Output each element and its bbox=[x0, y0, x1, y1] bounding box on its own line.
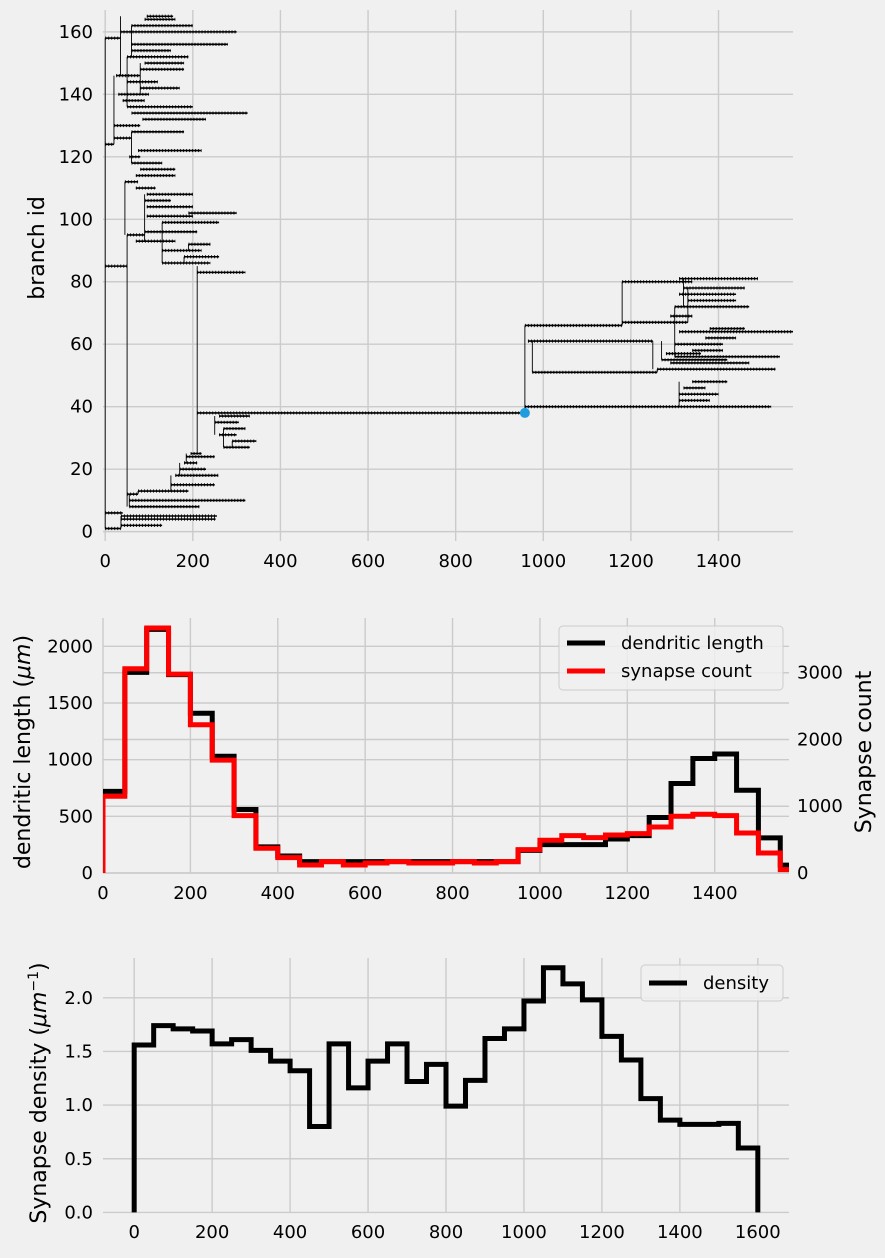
count-y-tick-label: 2000 bbox=[797, 729, 843, 750]
length-count-series bbox=[103, 625, 789, 873]
length-count-legend: dendritic length synapse count bbox=[558, 625, 784, 691]
synapse-density-label-exp: −1 bbox=[26, 971, 42, 992]
density-x-tick-label: 1000 bbox=[501, 1222, 547, 1243]
density-x-tick-label: 1400 bbox=[657, 1222, 703, 1243]
synapse-density-y-axis-label: Synapse density (μm−1) bbox=[26, 962, 52, 1223]
dendrogram-y-tick-label: 0 bbox=[82, 522, 93, 543]
density-y-tick-label: 2.0 bbox=[64, 988, 93, 1009]
synapse-count-step-line bbox=[103, 625, 789, 873]
length-count-right-y-ticks: 0 1000 2000 3000 bbox=[797, 663, 843, 884]
length-y-tick-label: 1000 bbox=[47, 750, 93, 771]
legend-label-dendritic-length: dendritic length bbox=[621, 633, 764, 654]
length-count-x-tick-label: 400 bbox=[261, 883, 295, 904]
count-y-tick-label: 0 bbox=[797, 863, 808, 884]
dendrogram-x-tick-label: 1200 bbox=[608, 551, 654, 572]
density-x-tick-label: 800 bbox=[429, 1222, 463, 1243]
dendrogram-marker bbox=[519, 407, 530, 418]
length-count-y-ticks: 0 500 1000 1500 2000 bbox=[47, 636, 93, 884]
density-x-tick-label: 200 bbox=[195, 1222, 229, 1243]
density-y-tick-label: 1.0 bbox=[64, 1095, 93, 1116]
length-count-x-tick-label: 600 bbox=[348, 883, 382, 904]
dendritic-length-label-unit: μm bbox=[11, 644, 36, 680]
density-x-tick-label: 400 bbox=[273, 1222, 307, 1243]
density-x-tick-label: 600 bbox=[351, 1222, 385, 1243]
dendrogram-y-axis-label: branch id bbox=[25, 196, 50, 300]
dendrogram-y-tick-label: 160 bbox=[59, 22, 93, 43]
length-count-x-ticks: 0 200 400 600 800 1000 1200 1400 bbox=[97, 883, 737, 904]
dendritic-length-label-main: dendritic length ( bbox=[11, 679, 36, 869]
synapse-density-label-close: ) bbox=[27, 962, 52, 971]
dendrogram-x-tick-label: 1400 bbox=[696, 551, 742, 572]
length-y-tick-label: 500 bbox=[59, 806, 93, 827]
density-y-tick-label: 1.5 bbox=[64, 1041, 93, 1062]
dendrogram-panel: 0 200 400 600 800 1000 1200 1400 0 20 40 60 80 100 12… bbox=[25, 10, 793, 572]
dendrogram-x-tick-label: 1000 bbox=[520, 551, 566, 572]
dendrogram-y-tick-label: 20 bbox=[70, 459, 93, 480]
dendrogram-root-marker bbox=[519, 407, 530, 418]
density-panel: 0 200 400 600 800 1000 1200 1400 1600 0.0 0.5 1.0 1… bbox=[26, 958, 789, 1243]
length-count-x-tick-label: 1000 bbox=[517, 883, 563, 904]
length-count-x-tick-label: 1400 bbox=[692, 883, 738, 904]
density-legend-box bbox=[640, 964, 784, 1002]
density-x-tick-label: 0 bbox=[128, 1222, 139, 1243]
length-y-tick-label: 2000 bbox=[47, 636, 93, 657]
length-count-legend-box bbox=[558, 625, 784, 691]
density-x-ticks: 0 200 400 600 800 1000 1200 1400 1600 bbox=[128, 1222, 780, 1243]
synapse-count-y-axis-label: Synapse count bbox=[852, 670, 877, 833]
density-x-tick-label: 1600 bbox=[735, 1222, 781, 1243]
length-y-tick-label: 0 bbox=[82, 863, 93, 884]
dendrogram-y-tick-label: 120 bbox=[59, 147, 93, 168]
dendrogram-y-tick-label: 40 bbox=[70, 397, 93, 418]
density-y-tick-label: 0.0 bbox=[64, 1202, 93, 1223]
dendrogram-y-ticks: 0 20 40 60 80 100 120 140 160 bbox=[59, 22, 93, 543]
dendrogram-y-tick-label: 140 bbox=[59, 84, 93, 105]
density-legend: density bbox=[640, 964, 784, 1002]
density-y-tick-label: 0.5 bbox=[64, 1149, 93, 1170]
dendrogram-branches bbox=[104, 14, 793, 531]
synapse-density-label-main: Synapse density ( bbox=[27, 1027, 52, 1224]
density-x-tick-label: 1200 bbox=[579, 1222, 625, 1243]
legend-label-synapse-count: synapse count bbox=[621, 661, 752, 682]
density-step-line bbox=[131, 965, 761, 1213]
length-count-x-tick-label: 800 bbox=[435, 883, 469, 904]
length-y-tick-label: 1500 bbox=[47, 693, 93, 714]
dendrogram-x-tick-label: 200 bbox=[176, 551, 210, 572]
length-count-x-tick-label: 1200 bbox=[604, 883, 650, 904]
count-y-tick-label: 3000 bbox=[797, 663, 843, 684]
dendritic-length-y-axis-label: dendritic length (μm) bbox=[11, 635, 36, 869]
legend-label-density: density bbox=[703, 973, 769, 994]
dendrogram-y-tick-label: 100 bbox=[59, 209, 93, 230]
dendritic-length-label-close: ) bbox=[11, 635, 36, 644]
dendrogram-x-tick-label: 400 bbox=[263, 551, 297, 572]
length-count-panel: 0 200 400 600 800 1000 1200 1400 0 500 1000 1500 20… bbox=[11, 618, 877, 904]
density-series bbox=[131, 965, 761, 1213]
dendrogram-x-ticks: 0 200 400 600 800 1000 1200 1400 bbox=[99, 551, 741, 572]
length-count-x-tick-label: 0 bbox=[97, 883, 108, 904]
dendrogram-y-tick-label: 80 bbox=[70, 272, 93, 293]
synapse-density-label-unit: μm bbox=[27, 992, 52, 1028]
dendrogram-y-tick-label: 60 bbox=[70, 334, 93, 355]
dendrogram-x-tick-label: 0 bbox=[99, 551, 110, 572]
density-y-ticks: 0.0 0.5 1.0 1.5 2.0 bbox=[64, 988, 93, 1224]
dendrogram-grid bbox=[103, 10, 793, 541]
dendrogram-x-tick-label: 800 bbox=[438, 551, 472, 572]
count-y-tick-label: 1000 bbox=[797, 796, 843, 817]
length-count-x-tick-label: 200 bbox=[173, 883, 207, 904]
dendrogram-x-tick-label: 600 bbox=[351, 551, 385, 572]
